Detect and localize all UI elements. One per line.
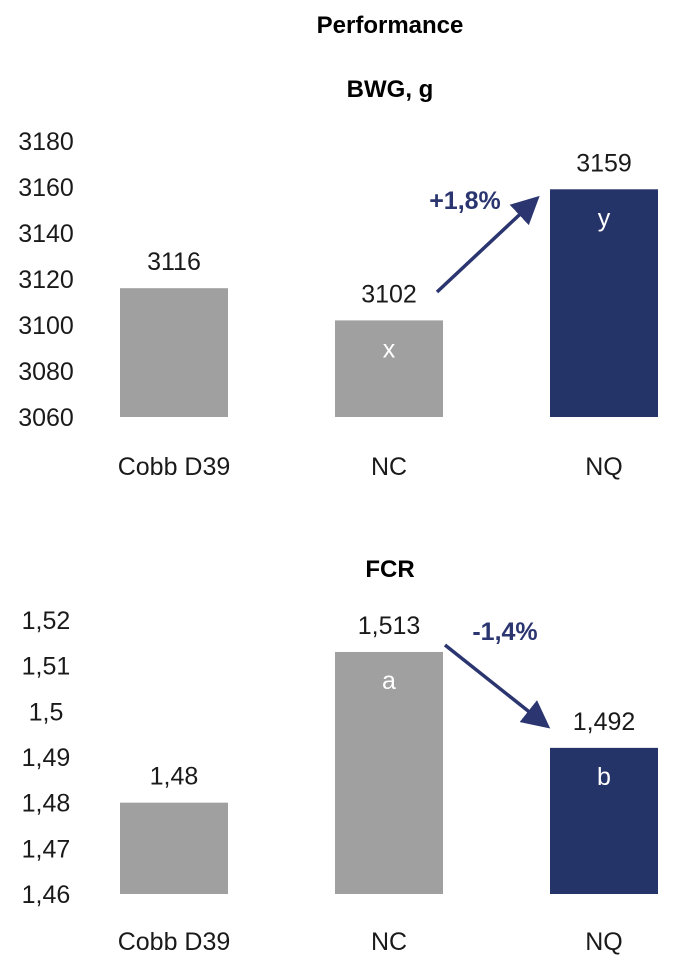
data-label: 3159: [576, 149, 632, 177]
bar-nq: [550, 747, 658, 894]
x-tick-label: Cobb D39: [118, 928, 231, 956]
bar-cobb-d39: [120, 802, 228, 894]
significance-letter: a: [382, 667, 396, 695]
significance-letter: x: [383, 335, 396, 363]
x-tick-label: NC: [371, 928, 407, 956]
data-label: 3102: [361, 280, 417, 308]
bar-nq: [550, 189, 658, 417]
figure-title: Performance: [317, 12, 464, 39]
x-tick-label: NC: [371, 453, 407, 481]
y-tick-label: 1,52: [22, 607, 71, 635]
fcr-chart: FCR 1,46 1,47 1,48 1,49 1,5 1,51 1,52 1,48 Cobb D…: [22, 556, 658, 956]
y-tick-label: 3140: [18, 220, 74, 248]
change-arrow: [435, 195, 540, 294]
bwg-chart: BWG, g 3060 3080 3100 3120 3140 3160 3180 3116 Co…: [18, 76, 658, 481]
significance-letter: y: [598, 204, 611, 232]
y-tick-label: 3100: [18, 312, 74, 340]
data-label: 1,513: [358, 612, 421, 640]
data-label: 1,48: [150, 763, 199, 791]
bar-cobb-d39: [120, 288, 228, 417]
y-tick-label: 3060: [18, 404, 74, 432]
bar-nc: [335, 320, 443, 417]
chart-title: FCR: [365, 556, 414, 583]
x-tick-label: NQ: [585, 453, 623, 481]
x-tick-label: NQ: [585, 928, 623, 956]
change-arrow: [443, 643, 551, 729]
significance-letter: b: [597, 763, 611, 791]
y-tick-label: 1,47: [22, 835, 71, 863]
chart-title: BWG, g: [347, 76, 434, 103]
y-tick-label: 1,49: [22, 744, 71, 772]
y-tick-label: 1,5: [29, 698, 64, 726]
y-tick-label: 3080: [18, 358, 74, 386]
y-tick-label: 1,46: [22, 881, 71, 909]
y-tick-label: 1,48: [22, 790, 71, 818]
change-label: +1,8%: [429, 187, 501, 215]
x-tick-label: Cobb D39: [118, 453, 231, 481]
data-label: 3116: [147, 248, 201, 276]
bar-nc: [335, 651, 443, 894]
y-tick-label: 3120: [18, 266, 74, 294]
y-tick-label: 1,51: [22, 653, 71, 681]
y-tick-label: 3160: [18, 174, 74, 202]
data-label: 1,492: [573, 708, 636, 736]
change-label: -1,4%: [472, 618, 537, 646]
y-tick-label: 3180: [18, 128, 74, 156]
